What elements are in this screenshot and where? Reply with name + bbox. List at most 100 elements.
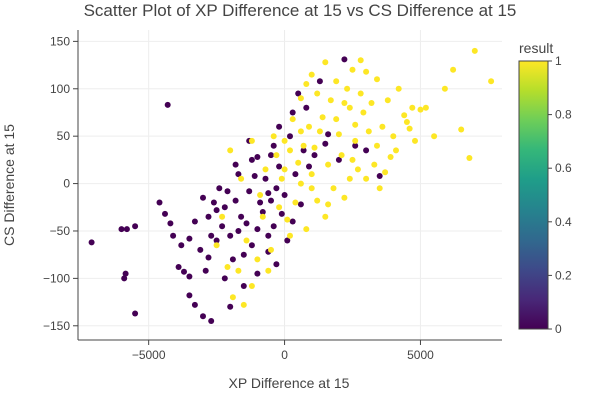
data-point-result-0 xyxy=(191,218,198,225)
data-point-result-1 xyxy=(466,155,473,161)
data-point-result-0 xyxy=(235,228,242,234)
data-point-result-0 xyxy=(268,152,274,159)
data-point-result-0 xyxy=(254,154,261,160)
data-point-result-1 xyxy=(314,197,321,204)
data-point-result-1 xyxy=(341,194,348,201)
data-point-result-0 xyxy=(132,310,139,317)
data-point-result-1 xyxy=(289,116,296,123)
data-point-result-1 xyxy=(257,192,264,198)
data-point-result-0 xyxy=(170,232,177,239)
data-point-result-0 xyxy=(181,268,187,275)
data-point-result-0 xyxy=(276,123,283,130)
y-tick-label: 150 xyxy=(50,34,70,48)
data-point-result-1 xyxy=(322,213,329,220)
data-point-result-1 xyxy=(458,126,465,133)
data-point-result-0 xyxy=(259,209,266,215)
data-point-result-1 xyxy=(363,68,370,75)
data-point-result-1 xyxy=(357,90,364,97)
data-point-result-1 xyxy=(224,264,231,270)
data-point-result-1 xyxy=(333,78,340,85)
data-point-result-1 xyxy=(387,154,394,160)
data-point-result-1 xyxy=(335,131,342,138)
data-point-result-1 xyxy=(384,97,391,104)
data-point-result-0 xyxy=(240,251,247,258)
data-point-result-1 xyxy=(471,47,478,54)
data-point-result-1 xyxy=(308,171,315,178)
data-point-result-0 xyxy=(284,237,291,244)
data-point-result-0 xyxy=(205,254,212,261)
data-point-result-1 xyxy=(292,199,299,206)
data-point-result-0 xyxy=(311,152,318,159)
data-point-result-0 xyxy=(156,199,163,206)
data-point-result-1 xyxy=(341,100,348,106)
data-point-result-0 xyxy=(221,275,228,282)
data-point-result-0 xyxy=(292,171,299,178)
data-point-result-1 xyxy=(409,104,416,111)
y-axis-ticks: −150 −100 −50 0 50 100 150 xyxy=(43,34,78,333)
data-point-result-1 xyxy=(346,175,353,182)
data-point-result-0 xyxy=(352,142,359,149)
colorbar-tick-label: 0 xyxy=(555,322,562,336)
data-point-result-1 xyxy=(349,156,356,163)
data-point-result-0 xyxy=(270,142,277,149)
data-point-result-0 xyxy=(186,235,193,242)
data-point-result-0 xyxy=(205,213,212,220)
data-point-result-1 xyxy=(311,144,318,151)
data-point-result-1 xyxy=(297,180,304,187)
data-point-result-0 xyxy=(254,226,261,233)
data-point-result-1 xyxy=(265,267,272,274)
data-point-result-1 xyxy=(281,137,288,144)
data-point-result-0 xyxy=(186,292,193,299)
data-point-result-1 xyxy=(278,175,285,182)
data-point-result-1 xyxy=(382,169,389,176)
data-point-result-0 xyxy=(297,201,304,208)
data-point-result-1 xyxy=(238,175,245,182)
data-point-result-1 xyxy=(374,142,380,149)
data-point-result-0 xyxy=(273,261,280,268)
data-point-result-1 xyxy=(371,161,378,168)
data-point-result-1 xyxy=(330,185,337,192)
data-point-result-1 xyxy=(390,133,397,140)
data-point-result-1 xyxy=(322,59,329,66)
data-point-result-1 xyxy=(338,152,345,159)
colorbar-tick-label: 0.4 xyxy=(555,215,572,229)
data-point-result-1 xyxy=(227,147,234,154)
data-point-result-0 xyxy=(213,207,220,214)
data-point-result-1 xyxy=(297,128,304,135)
data-point-result-0 xyxy=(229,256,236,263)
data-point-result-0 xyxy=(270,223,277,230)
data-point-result-0 xyxy=(276,163,283,170)
data-point-result-1 xyxy=(243,237,250,244)
data-point-result-0 xyxy=(278,210,285,217)
data-point-result-1 xyxy=(319,114,326,121)
data-point-result-1 xyxy=(254,256,261,263)
data-point-result-0 xyxy=(335,156,342,163)
data-point-result-1 xyxy=(297,95,304,102)
data-point-result-0 xyxy=(232,161,239,168)
data-point-result-1 xyxy=(303,226,310,233)
data-point-result-1 xyxy=(412,137,418,144)
colorbar-tick-label: 0.6 xyxy=(555,161,572,175)
data-point-result-0 xyxy=(200,194,206,201)
data-point-result-1 xyxy=(368,100,375,106)
data-point-result-1 xyxy=(213,242,220,249)
data-point-result-1 xyxy=(395,85,402,92)
data-point-result-0 xyxy=(289,218,296,225)
data-point-result-0 xyxy=(322,140,329,147)
data-point-result-1 xyxy=(363,175,370,182)
data-point-result-0 xyxy=(162,210,168,217)
y-tick-label: −150 xyxy=(43,319,70,333)
data-point-result-0 xyxy=(341,56,348,63)
data-point-result-0 xyxy=(197,246,204,253)
data-point-result-1 xyxy=(376,185,383,192)
data-point-result-0 xyxy=(246,188,253,195)
data-point-result-1 xyxy=(273,152,280,159)
x-axis-label: XP Difference at 15 xyxy=(229,375,350,391)
data-point-result-1 xyxy=(406,125,413,132)
grid-lines xyxy=(78,30,502,340)
data-point-result-1 xyxy=(374,76,380,83)
data-point-result-0 xyxy=(227,303,234,310)
colorbar-gradient xyxy=(518,60,549,330)
colorbar-tick-label: 0.2 xyxy=(555,268,572,282)
data-point-result-0 xyxy=(122,270,129,277)
